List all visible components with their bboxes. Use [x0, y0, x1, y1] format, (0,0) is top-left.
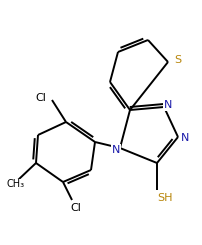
- Text: Cl: Cl: [70, 203, 81, 213]
- Text: CH₃: CH₃: [7, 179, 25, 189]
- Text: S: S: [175, 55, 182, 65]
- Text: N: N: [112, 145, 120, 155]
- Text: Cl: Cl: [35, 93, 46, 103]
- Text: N: N: [181, 133, 189, 143]
- Text: N: N: [164, 100, 172, 110]
- Text: SH: SH: [157, 193, 173, 203]
